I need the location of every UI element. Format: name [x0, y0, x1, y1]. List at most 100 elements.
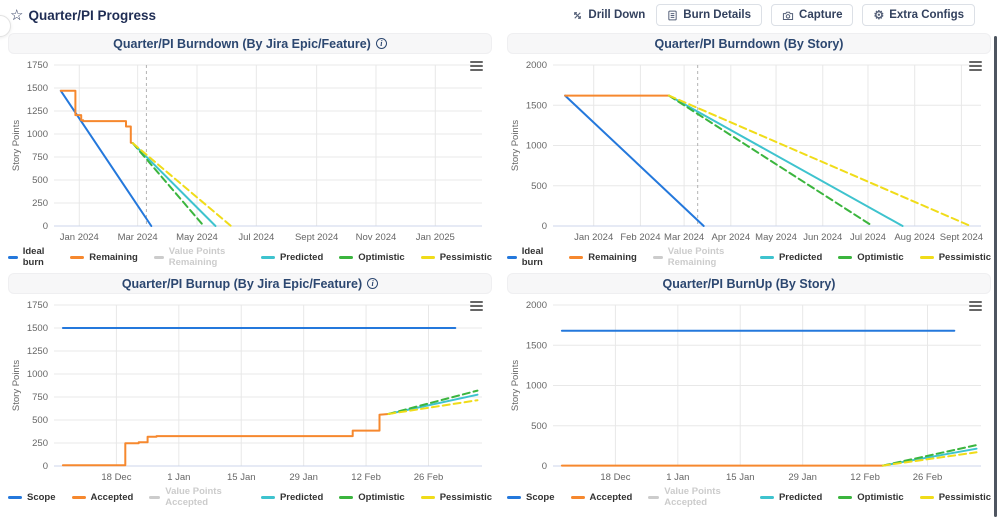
plot-area: 18 Dec 1 Jan 15 Jan 29 Jan 12 Feb 26 Feb 0 250 5…: [8, 296, 492, 490]
series-line-optimistic: [131, 142, 205, 227]
legend-marker: [153, 255, 164, 259]
legend-item-predicted[interactable]: Predicted: [260, 491, 324, 503]
y-tick-label: 1250: [27, 106, 48, 117]
legend-item-value-points-accepted[interactable]: Value Points Accepted: [648, 486, 744, 508]
y-tick-label: 1750: [27, 300, 48, 311]
legend-item-predicted[interactable]: Predicted: [759, 492, 822, 503]
legend-label: Pessimistic: [439, 251, 492, 263]
capture-button[interactable]: Capture: [771, 4, 854, 26]
x-tick-label: Feb 2024: [620, 232, 660, 243]
y-tick-label: 0: [542, 461, 547, 472]
chart-wrap: Jan 2024 Feb 2024 Mar 2024 Apr 2024 May 2024…: [507, 56, 991, 268]
legend-item-predicted[interactable]: Predicted: [759, 251, 823, 263]
legend-marker: [570, 495, 585, 499]
y-tick-label: 0: [43, 461, 48, 472]
chart-canvas: Jan 2024 Mar 2024 May 2024 Jul 2024 Sept 202…: [11, 60, 482, 243]
y-tick-label: 2000: [526, 60, 547, 71]
legend-item-accepted[interactable]: Accepted: [570, 491, 633, 503]
legend-label: Ideal burn: [521, 246, 544, 268]
drill-down-icon: [572, 10, 583, 21]
chart-canvas: Jan 2024 Feb 2024 Mar 2024 Apr 2024 May 2024…: [510, 60, 983, 243]
legend-item-remaining[interactable]: Remaining: [70, 252, 138, 263]
chart-menu-button[interactable]: [967, 299, 984, 313]
chart-title: Quarter/PI Burndown (By Jira Epic/Featur…: [113, 36, 371, 51]
scrollbar[interactable]: [993, 36, 999, 517]
chart-menu-button[interactable]: [967, 59, 984, 73]
chart-wrap: 18 Dec 1 Jan 15 Jan 29 Jan 12 Feb 26 Feb 0 500 1…: [507, 296, 991, 508]
chart-menu-button[interactable]: [468, 59, 485, 73]
legend-item-scope[interactable]: Scope: [507, 492, 555, 503]
plot-area: 18 Dec 1 Jan 15 Jan 29 Jan 12 Feb 26 Feb 0 500 1…: [507, 296, 991, 490]
plot-area: Jan 2024 Feb 2024 Mar 2024 Apr 2024 May 2024…: [507, 56, 991, 250]
legend-item-value-points-remaining[interactable]: Value Points Remaining: [153, 246, 245, 268]
legend-label: Predicted: [279, 491, 324, 503]
series-line-pessimistic: [668, 94, 972, 227]
y-tick-label: 2000: [526, 300, 547, 311]
legend-label: Scope: [27, 491, 56, 503]
legend-label: Predicted: [778, 251, 823, 263]
y-tick-label: 1000: [27, 369, 48, 380]
legend-item-value-points-remaining[interactable]: Value Points Remaining: [652, 246, 744, 268]
legend-label: Accepted: [589, 491, 633, 503]
legend-item-pessimistic[interactable]: Pessimistic: [420, 251, 492, 263]
scrollbar-thumb[interactable]: [994, 36, 997, 517]
y-tick-label: 0: [542, 221, 547, 232]
gear-icon: ⚙: [873, 8, 885, 22]
chart-panel-burnup-epic: Quarter/PI Burnup (By Jira Epic/Feature)…: [8, 273, 492, 508]
legend-marker: [919, 495, 934, 499]
legend-item-ideal-burn[interactable]: Ideal burn: [507, 246, 553, 268]
chart-panel-burnup-story: Quarter/PI BurnUp (By Story) i 18 Dec 1 J…: [507, 273, 991, 508]
topbar-actions: Drill Down Burn Details Capture ⚙ Extr: [570, 4, 989, 26]
extra-configs-button[interactable]: ⚙ Extra Configs: [862, 4, 975, 26]
legend-label: Value Points Remaining: [667, 246, 725, 268]
series-line-optimistic: [668, 94, 874, 227]
legend-item-optimistic[interactable]: Optimistic: [838, 491, 904, 503]
legend-item-optimistic[interactable]: Optimistic: [339, 492, 405, 503]
legend-item-pessimistic[interactable]: Pessimistic: [919, 251, 991, 263]
legend-item-optimistic[interactable]: Optimistic: [339, 252, 405, 263]
legend-item-remaining[interactable]: Remaining: [569, 252, 637, 263]
series-line-predicted: [131, 142, 217, 227]
y-axis-title: Story Points: [11, 120, 22, 171]
legend-marker: [919, 255, 934, 259]
legend-item-scope[interactable]: Scope: [8, 492, 56, 503]
chart-menu-button[interactable]: [468, 299, 485, 313]
legend-item-pessimistic[interactable]: Pessimistic: [919, 492, 991, 503]
x-tick-label: Sept 2024: [940, 232, 983, 243]
legend-item-pessimistic[interactable]: Pessimistic: [420, 492, 492, 503]
legend-label: Value Points Accepted: [664, 486, 721, 508]
chart-legend: Scope Accepted Value Points Accepted Predic…: [507, 486, 991, 508]
x-tick-label: Aug 2024: [894, 232, 935, 243]
legend-label: Predicted: [279, 251, 324, 263]
info-icon[interactable]: i: [375, 38, 387, 49]
x-tick-label: May 2024: [176, 232, 218, 243]
series-line-pessimistic: [387, 399, 479, 415]
x-tick-label: 29 Jan: [788, 472, 817, 483]
x-tick-label: 26 Feb: [414, 472, 444, 483]
legend-item-optimistic[interactable]: Optimistic: [838, 252, 904, 263]
legend-marker: [652, 255, 663, 259]
x-tick-label: 12 Feb: [850, 472, 880, 483]
y-axis-title: Story Points: [11, 360, 22, 411]
legend-item-accepted[interactable]: Accepted: [71, 492, 133, 503]
legend-marker: [569, 255, 584, 259]
y-tick-label: 500: [32, 415, 48, 426]
legend-item-ideal-burn[interactable]: Ideal burn: [8, 246, 54, 268]
burn-details-button[interactable]: Burn Details: [656, 4, 763, 26]
info-icon[interactable]: i: [367, 278, 379, 289]
legend-item-value-points-accepted[interactable]: Value Points Accepted: [149, 486, 245, 508]
x-tick-label: 15 Jan: [726, 472, 755, 483]
chart-title: Quarter/PI BurnUp (By Story): [662, 276, 836, 291]
chart-panel-burndown-epic: Quarter/PI Burndown (By Jira Epic/Featur…: [8, 33, 492, 268]
favorite-star-icon[interactable]: ☆: [10, 6, 24, 24]
legend-marker: [648, 495, 660, 499]
legend-marker: [8, 255, 18, 259]
drill-down-button[interactable]: Drill Down: [570, 5, 647, 25]
legend-marker: [149, 495, 161, 499]
chart-panel-burndown-story: Quarter/PI Burndown (By Story) i Jan 202…: [507, 33, 991, 268]
legend-label: Optimistic: [857, 491, 904, 503]
x-tick-label: Apr 2024: [712, 232, 751, 243]
legend-item-predicted[interactable]: Predicted: [260, 251, 324, 263]
chart-wrap: 18 Dec 1 Jan 15 Jan 29 Jan 12 Feb 26 Feb 0 250 5…: [8, 296, 492, 508]
legend-label: Pessimistic: [938, 251, 991, 263]
